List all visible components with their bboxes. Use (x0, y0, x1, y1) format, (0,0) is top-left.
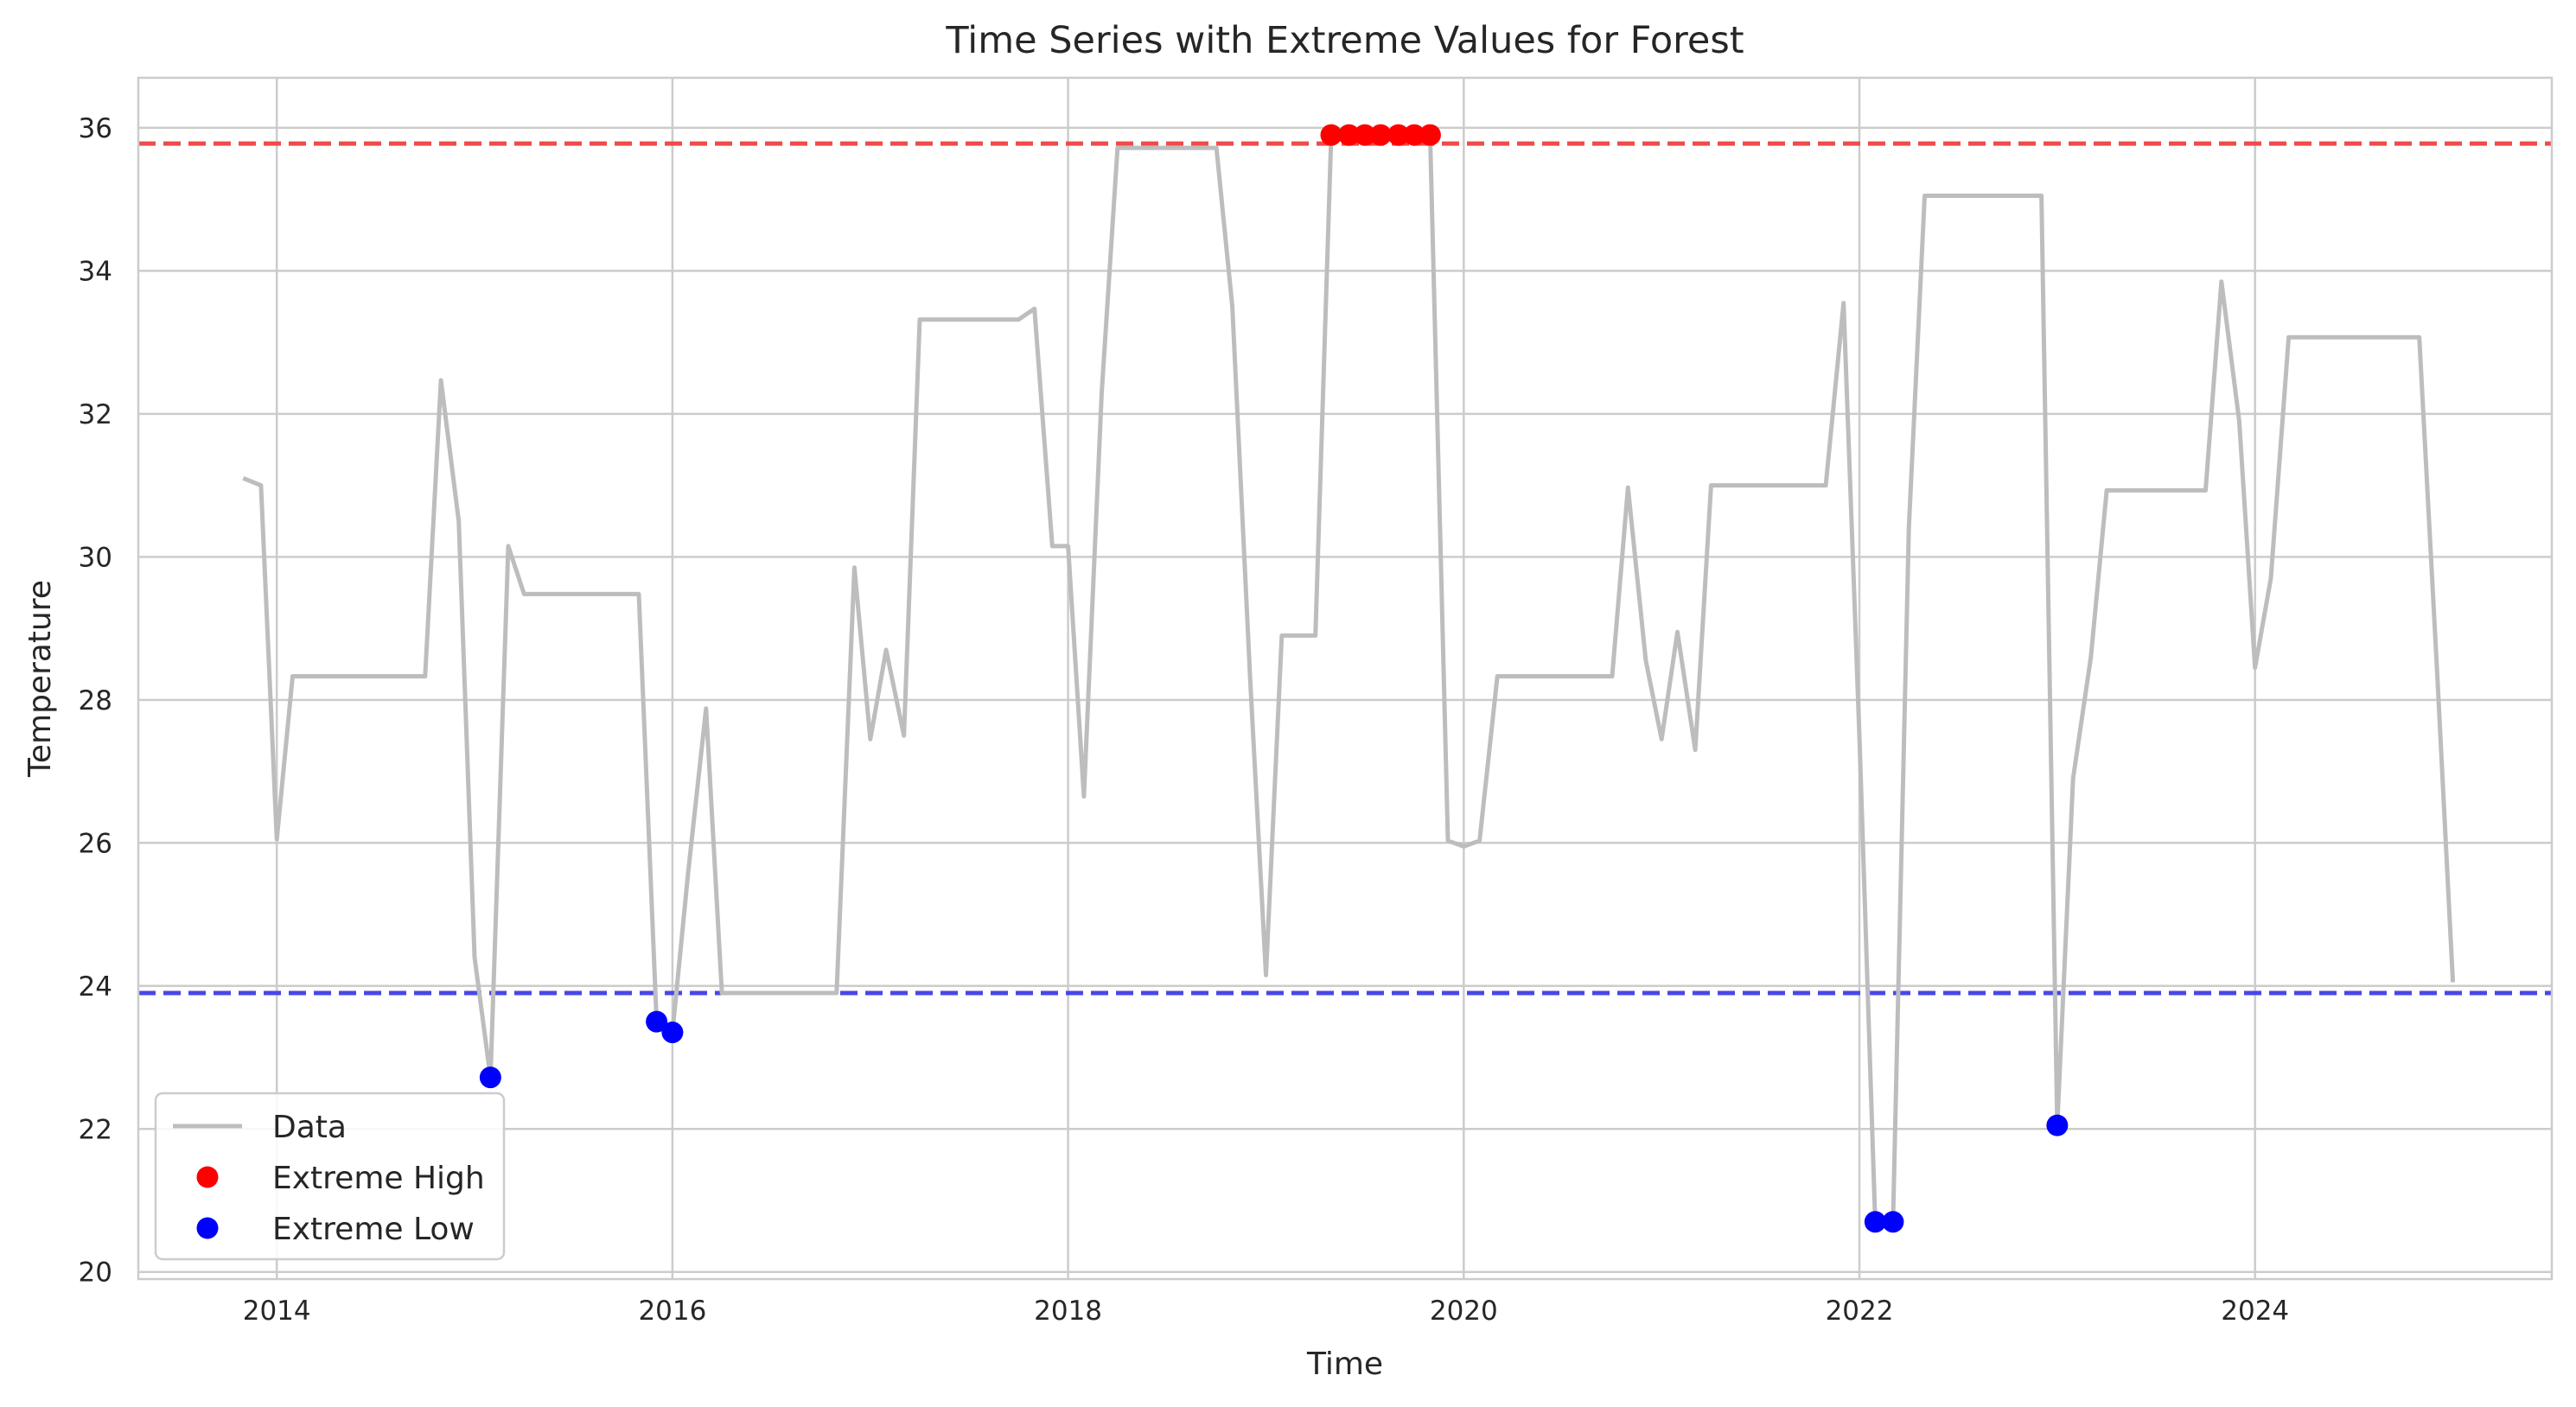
extreme-point (1419, 124, 1441, 146)
extreme-point (2046, 1114, 2069, 1136)
y-tick-label: 26 (79, 828, 112, 859)
x-tick-label: 2018 (1034, 1296, 1102, 1327)
y-tick-label: 34 (79, 256, 112, 287)
legend-label: Extreme High (272, 1161, 485, 1196)
legend-label: Data (272, 1110, 347, 1145)
plot-frame (137, 76, 2554, 1281)
y-tick-label: 36 (79, 113, 112, 144)
x-tick-label: 2020 (1430, 1296, 1498, 1327)
y-tick-label: 28 (79, 685, 112, 716)
extreme-point (661, 1022, 684, 1044)
legend-marker (196, 1166, 219, 1188)
y-axis-title: Temperature (22, 580, 58, 778)
x-axis-title: Time (1306, 1347, 1383, 1382)
legend: Data Extreme High Extreme Low (154, 1092, 506, 1261)
chart-title: Time Series with Extreme Values for Fore… (945, 19, 1744, 62)
x-ticks: 2014 2016 2018 2020 2022 2024 (243, 1296, 2289, 1327)
extreme-point (646, 1010, 668, 1033)
grid (138, 78, 2552, 1279)
x-tick-label: 2024 (2221, 1296, 2289, 1327)
y-tick-label: 30 (79, 542, 112, 573)
extreme-point (1369, 124, 1392, 146)
plot-area (137, 76, 2554, 1281)
extreme-point (1403, 124, 1425, 146)
y-tick-label: 24 (79, 971, 112, 1003)
legend-box (154, 1092, 506, 1261)
extreme-point (1864, 1211, 1886, 1233)
y-tick-label: 22 (79, 1114, 112, 1145)
series-layer (242, 124, 2456, 1233)
legend-marker (196, 1217, 219, 1239)
legend-label: Extreme Low (272, 1212, 475, 1247)
y-tick-label: 32 (79, 399, 112, 430)
plot-background (138, 78, 2552, 1279)
x-tick-label: 2016 (638, 1296, 706, 1327)
x-tick-label: 2014 (243, 1296, 311, 1327)
extreme-point (1320, 124, 1342, 146)
extreme-point (1882, 1211, 1904, 1233)
extreme-point (1387, 124, 1410, 146)
y-tick-label: 20 (79, 1257, 112, 1289)
y-ticks: 20 22 24 26 28 30 32 34 36 (79, 113, 112, 1289)
extreme-point (1354, 124, 1376, 146)
extreme-point (1338, 124, 1361, 146)
extreme-point (479, 1066, 501, 1089)
x-tick-label: 2022 (1826, 1296, 1894, 1327)
